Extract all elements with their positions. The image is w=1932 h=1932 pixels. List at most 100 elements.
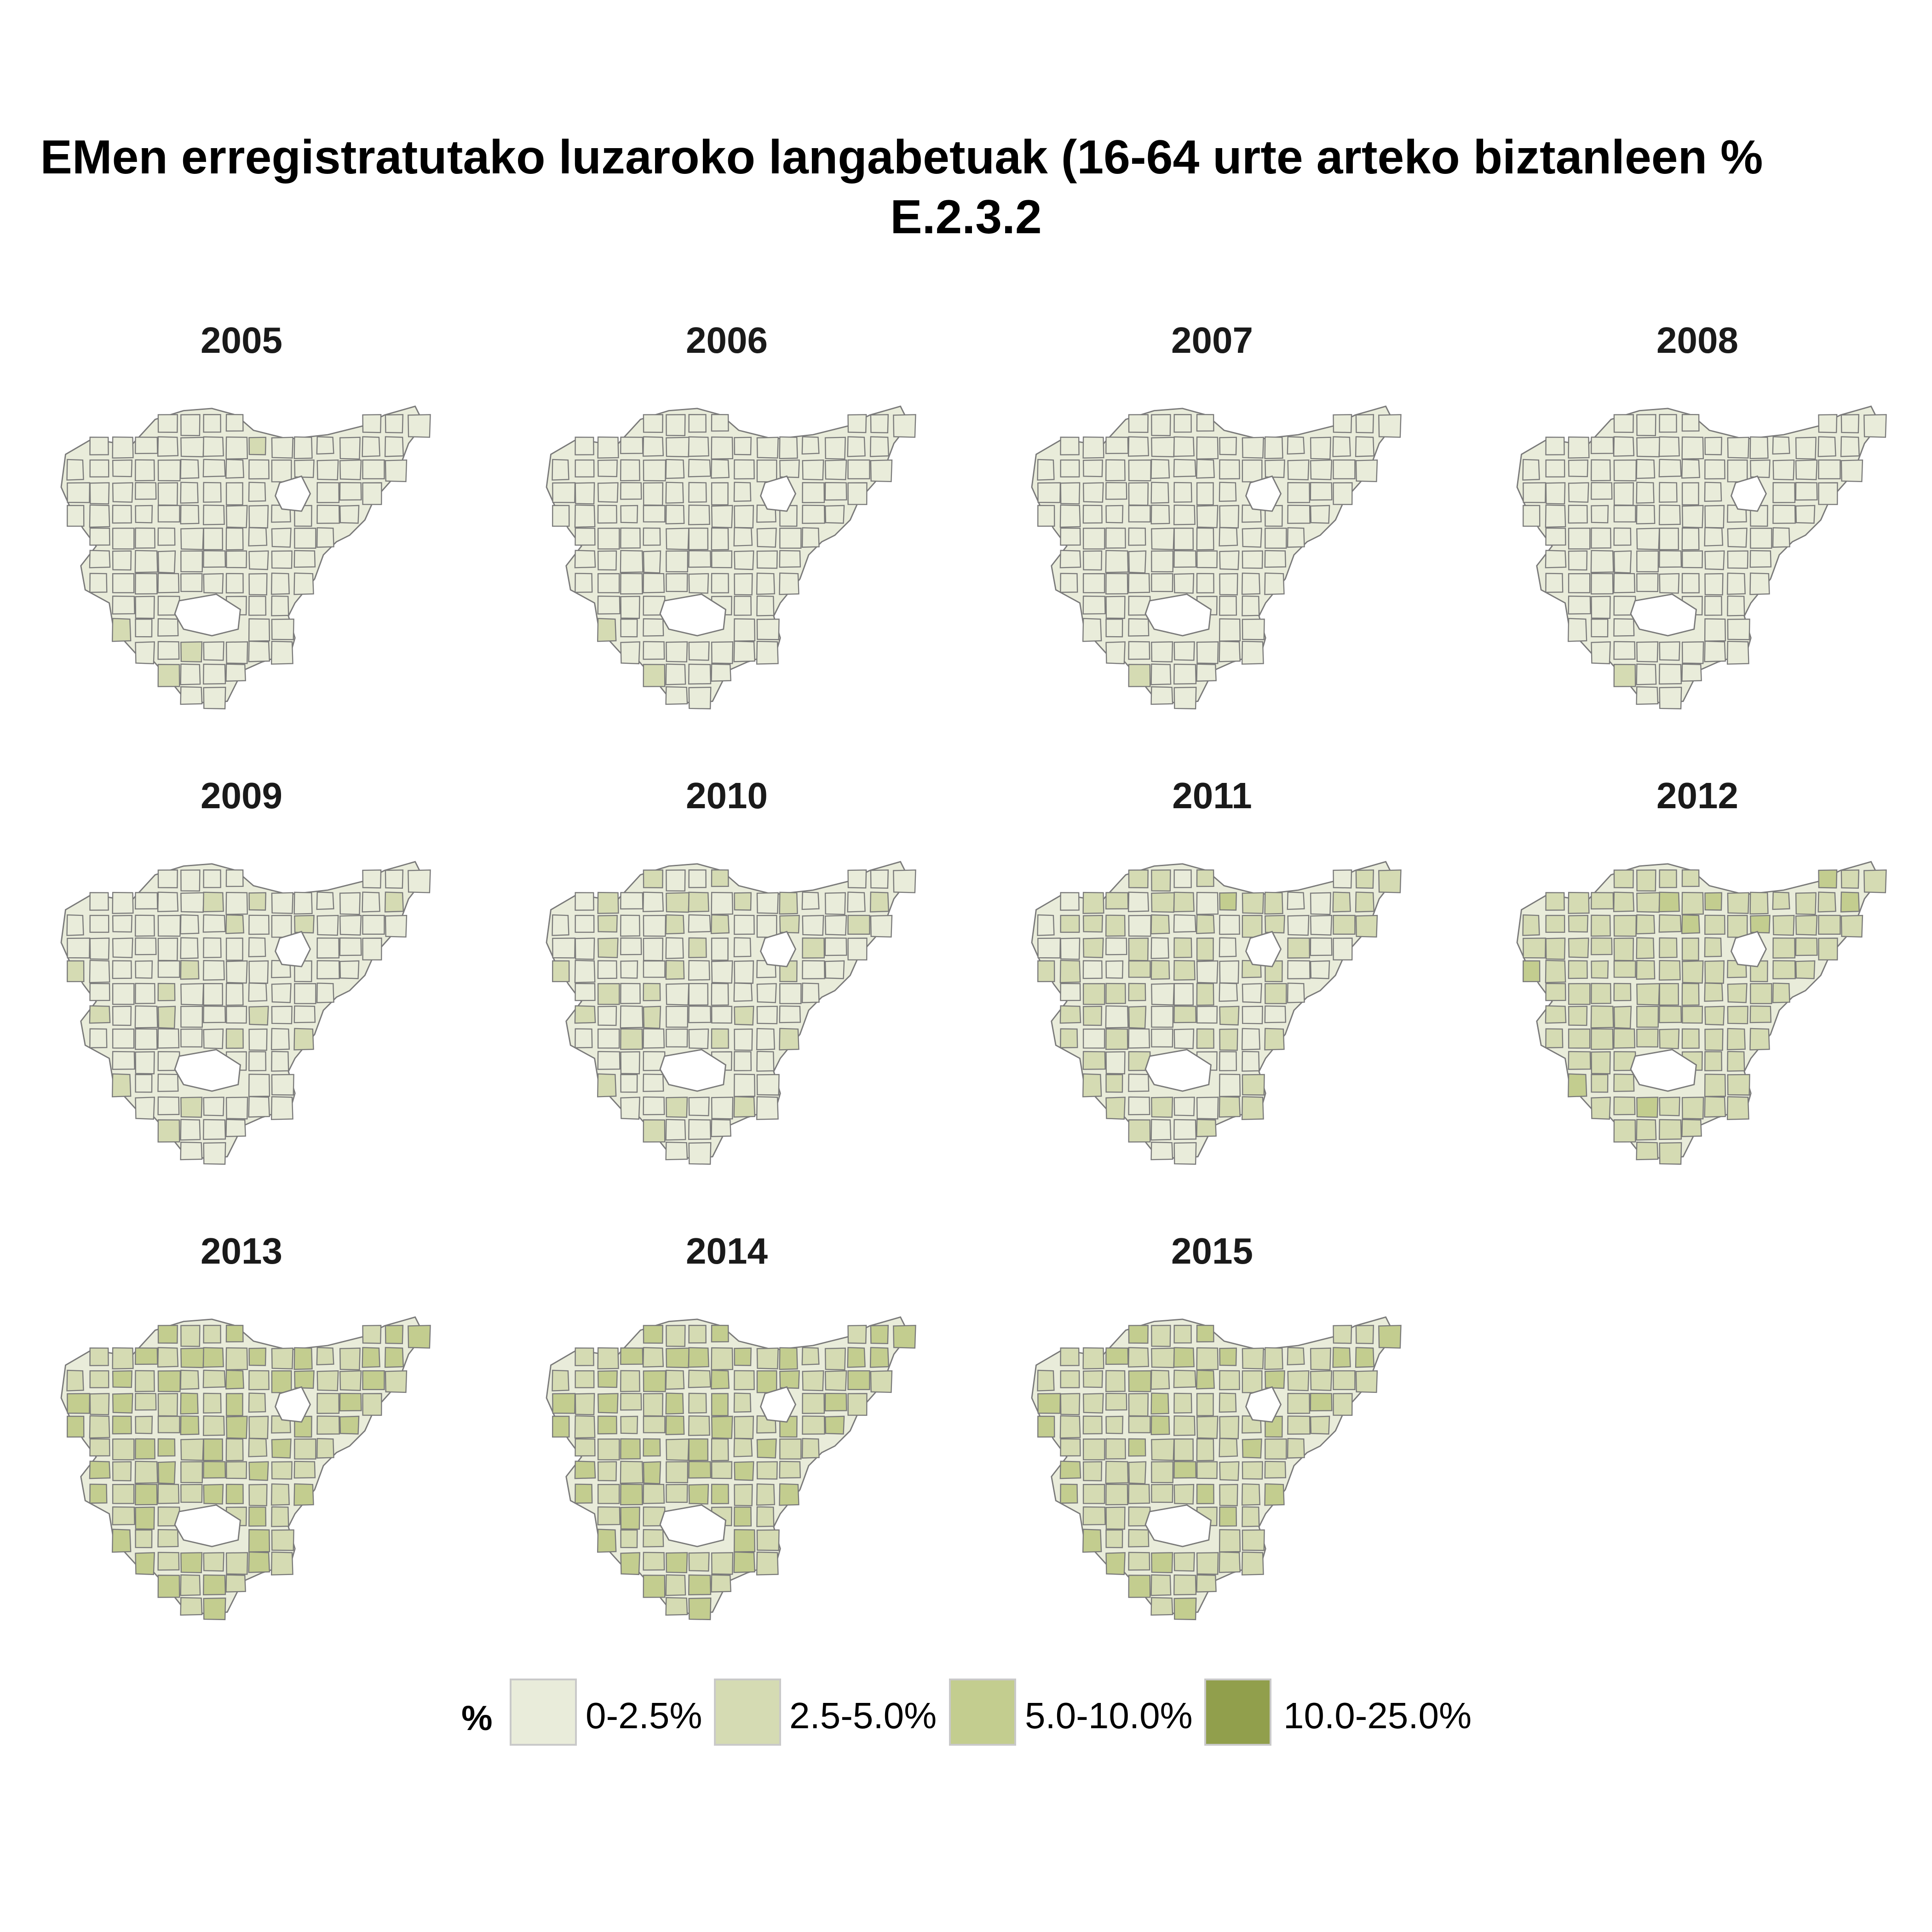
- municipality-area: [202, 436, 224, 457]
- municipality-area: [1082, 1393, 1104, 1414]
- municipality-area: [293, 1460, 316, 1479]
- municipality-area: [1840, 436, 1860, 457]
- municipality-area: [710, 459, 730, 479]
- municipality-area: [1242, 1438, 1262, 1459]
- municipality-area: [1128, 1461, 1147, 1484]
- municipality-area: [1613, 1096, 1636, 1116]
- municipality-area: [597, 1006, 617, 1026]
- municipality-area: [801, 1438, 820, 1459]
- municipality-area: [1636, 573, 1659, 592]
- municipality-area: [1795, 914, 1818, 936]
- municipality-area: [1264, 1483, 1285, 1506]
- municipality-area: [1082, 528, 1105, 550]
- municipality-area: [688, 1005, 712, 1024]
- municipality-area: [1591, 573, 1614, 595]
- municipality-area: [1059, 960, 1081, 983]
- map-panel-2011: 2011: [971, 777, 1454, 1228]
- municipality-area: [135, 527, 155, 549]
- municipality-area: [157, 1415, 180, 1433]
- municipality-area: [711, 1438, 729, 1461]
- municipality-area: [1128, 1529, 1150, 1547]
- municipality-area: [270, 1551, 293, 1576]
- municipality-area: [756, 1483, 775, 1506]
- municipality-area: [1242, 1074, 1265, 1096]
- map-svg: [1516, 405, 1887, 710]
- municipality-area: [1128, 527, 1146, 546]
- municipality-area: [180, 937, 199, 959]
- municipality-area: [643, 664, 666, 687]
- municipality-area: [408, 869, 431, 893]
- municipality-area: [89, 1028, 108, 1048]
- municipality-area: [1545, 983, 1566, 1001]
- municipality-area: [1264, 550, 1287, 568]
- municipality-area: [1105, 1074, 1123, 1093]
- municipality-area: [734, 1347, 752, 1366]
- municipality-area: [1704, 937, 1722, 958]
- municipality-area: [89, 937, 110, 960]
- municipality-area: [1310, 1415, 1330, 1435]
- municipality-area: [779, 459, 800, 478]
- municipality-area: [1727, 892, 1749, 914]
- municipality-area: [1772, 983, 1790, 1003]
- municipality-area: [1818, 482, 1838, 505]
- municipality-area: [643, 1552, 665, 1571]
- municipality-area: [666, 528, 690, 550]
- municipality-area: [1840, 914, 1863, 938]
- municipality-area: [575, 937, 595, 960]
- municipality-area: [1196, 482, 1214, 506]
- municipality-area: [711, 1461, 733, 1479]
- municipality-area: [1795, 892, 1817, 915]
- municipality-area: [552, 505, 570, 527]
- municipality-area: [180, 1461, 203, 1484]
- municipality-area: [711, 1415, 733, 1439]
- municipality-area: [643, 1370, 667, 1392]
- municipality-area: [597, 1461, 617, 1482]
- municipality-area: [575, 1484, 593, 1504]
- municipality-area: [824, 1392, 847, 1412]
- municipality-area: [1818, 414, 1838, 433]
- municipality-area: [362, 914, 385, 935]
- municipality-area: [293, 891, 313, 915]
- municipality-area: [824, 914, 847, 936]
- municipality-area: [1196, 1461, 1218, 1479]
- municipality-area: [1750, 528, 1772, 549]
- municipality-area: [711, 1484, 729, 1505]
- municipality-area: [756, 1370, 777, 1393]
- municipality-area: [665, 1597, 688, 1616]
- municipality-area: [203, 1392, 222, 1414]
- municipality-area: [1105, 527, 1126, 549]
- municipality-area: [620, 1460, 644, 1484]
- municipality-area: [1378, 1325, 1402, 1349]
- municipality-area: [756, 459, 777, 483]
- legend-label-1: 2.5-5.0%: [789, 1695, 937, 1736]
- municipality-area: [688, 983, 709, 1006]
- municipality-area: [575, 459, 595, 477]
- municipality-area: [1704, 550, 1725, 570]
- municipality-area: [1545, 550, 1567, 569]
- municipality-area: [643, 960, 666, 978]
- municipality-area: [711, 641, 734, 664]
- municipality-area: [248, 1028, 268, 1051]
- municipality-area: [1568, 482, 1589, 503]
- municipality-area: [1613, 550, 1632, 574]
- municipality-area: [711, 1574, 731, 1593]
- municipality-area: [1568, 505, 1588, 524]
- municipality-area: [688, 937, 707, 958]
- municipality-area: [180, 1392, 199, 1414]
- municipality-area: [339, 1415, 360, 1435]
- municipality-area: [734, 459, 755, 480]
- municipality-area: [552, 1369, 569, 1392]
- municipality-area: [203, 482, 222, 503]
- municipality-area: [135, 1392, 157, 1411]
- municipality-area: [1613, 573, 1636, 593]
- municipality-area: [134, 459, 155, 482]
- municipality-area: [1636, 528, 1660, 550]
- municipality-area: [1151, 1461, 1174, 1484]
- municipality-area: [1173, 527, 1194, 551]
- map-panel-2014: 2014: [485, 1233, 968, 1684]
- municipality-area: [1772, 937, 1796, 959]
- municipality-area: [620, 960, 638, 979]
- municipality-area: [1658, 459, 1682, 477]
- municipality-area: [1658, 960, 1681, 981]
- municipality-area: [1704, 1028, 1724, 1051]
